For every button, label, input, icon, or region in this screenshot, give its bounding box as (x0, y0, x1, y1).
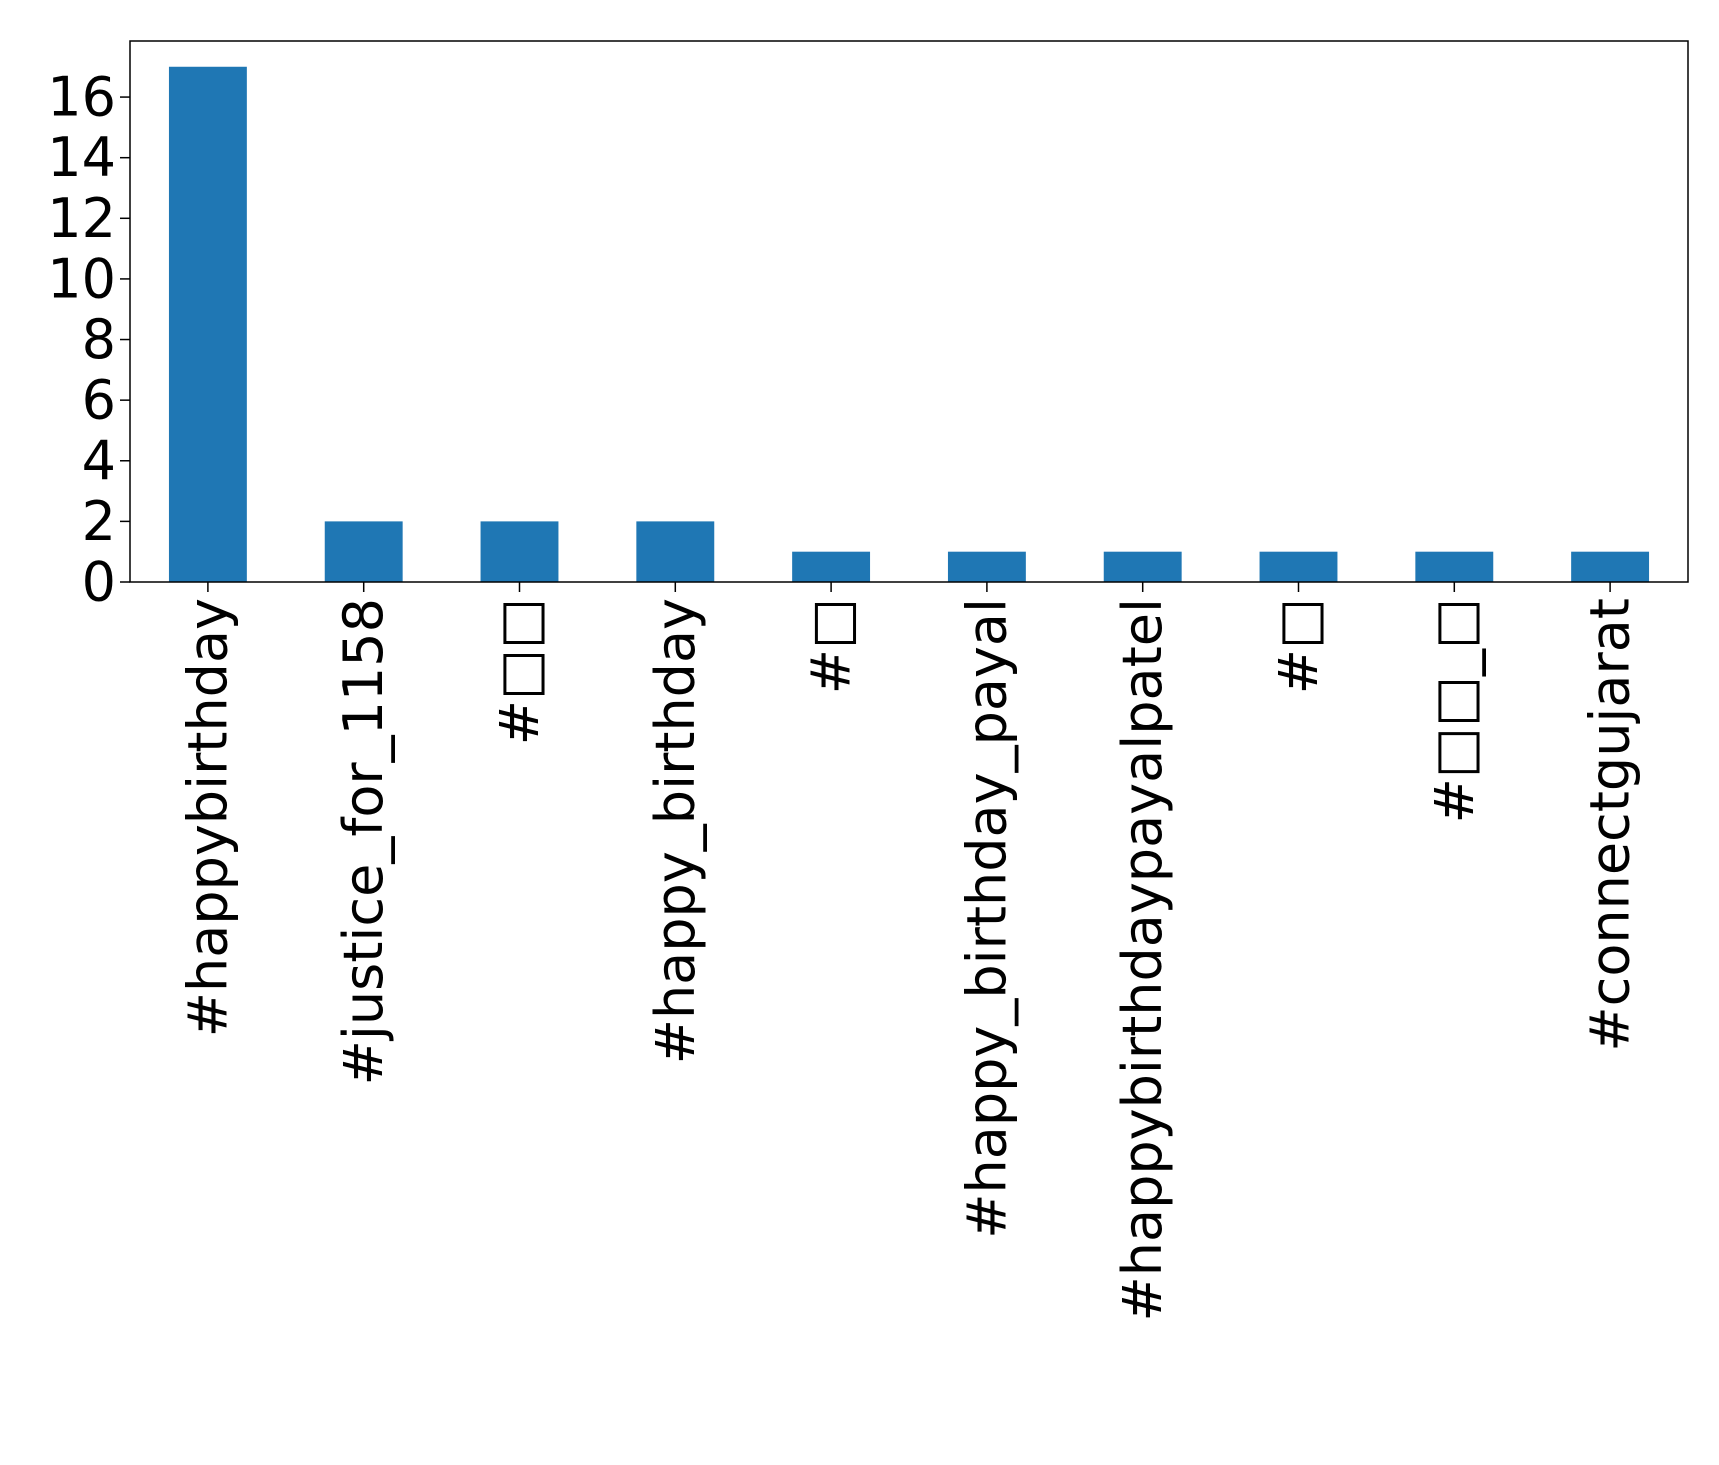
bars-group (168, 66, 1650, 582)
x-tick-label-6: #happybirthdaypayalpatel (1111, 598, 1174, 1321)
y-tick-label-7: 14 (47, 126, 116, 189)
bar-6 (1103, 551, 1182, 582)
x-tick-label-7: #□ (1267, 598, 1330, 694)
y-tick-label-1: 2 (82, 490, 116, 553)
x-tick-label-3: #happy_birthday (644, 598, 707, 1064)
y-tick-label-8: 16 (47, 66, 116, 129)
y-tick-label-2: 4 (82, 429, 116, 492)
bar-3 (636, 521, 715, 582)
y-tick-label-4: 8 (82, 308, 116, 371)
bar-2 (480, 521, 559, 582)
x-tick-label-2: #□□ (488, 598, 551, 745)
bar-7 (1259, 551, 1338, 582)
x-tick-label-5: #happy_birthday_payal (955, 598, 1018, 1239)
plot-frame (129, 40, 1689, 583)
bar-8 (1415, 551, 1494, 582)
y-tick-label-3: 6 (82, 369, 116, 432)
bar-4 (792, 551, 871, 582)
x-tick-label-9: #connectgujarat (1579, 598, 1642, 1052)
bar-1 (324, 521, 403, 582)
bar-5 (947, 551, 1026, 582)
y-tick-label-0: 0 (82, 551, 116, 614)
y-tick-label-6: 12 (47, 187, 116, 250)
x-tick-label-0: #happybirthday (176, 598, 239, 1037)
x-tick-label-8: #□□_□ (1423, 598, 1486, 823)
y-tick-label-5: 10 (47, 247, 116, 310)
x-tick-label-4: #□ (800, 598, 863, 694)
x-tick-label-1: #justice_for_1158 (332, 598, 395, 1085)
bar-9 (1571, 551, 1650, 582)
x-axis: #happybirthday #justice_for_1158 #□□ #happy… (176, 582, 1642, 1321)
bar-0 (168, 66, 247, 582)
